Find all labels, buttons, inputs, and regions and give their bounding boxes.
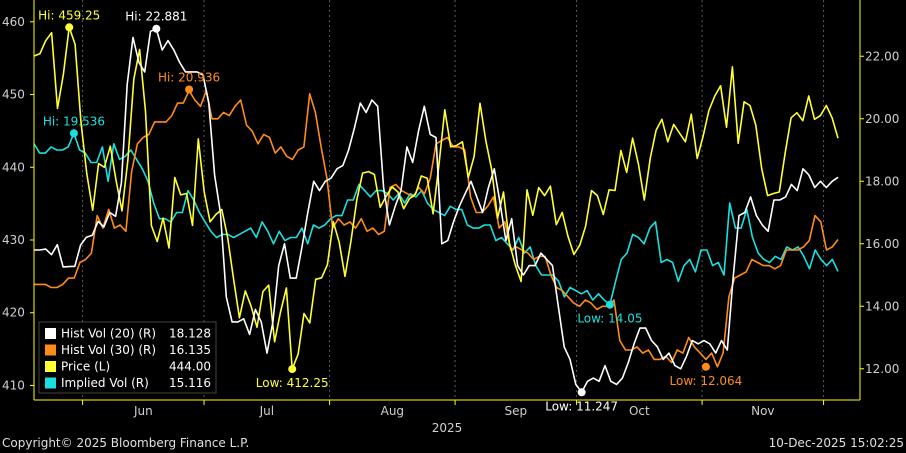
annotation-label: Low: 12.064	[670, 374, 743, 388]
annotation-label: Low: 14.05	[577, 312, 642, 326]
series-line-hv20	[34, 27, 839, 394]
x-tick-label: Sep	[505, 404, 528, 418]
copyright-text: Copyright© 2025 Bloomberg Finance L.P.	[2, 436, 250, 450]
x-tick-label: Oct	[629, 404, 650, 418]
annotation-marker	[605, 300, 614, 309]
series-lines	[33, 26, 839, 394]
legend-name-hv20: Hist Vol (20) (R)	[61, 327, 156, 341]
annotation-label: Hi: 459.25	[38, 8, 100, 22]
legend-name-price: Price (L)	[61, 360, 110, 374]
legend-value-price: 444.00	[169, 360, 211, 374]
series-line-iv	[33, 132, 839, 306]
annotation-marker	[701, 362, 710, 371]
right-tick-label: 12.00	[865, 362, 899, 376]
annotation-label: Low: 412.25	[256, 376, 329, 390]
timestamp-text: 10-Dec-2025 15:02:25	[768, 436, 904, 450]
right-tick-label: 18.00	[865, 174, 899, 188]
annotation-label: Hi: 22.881	[125, 10, 187, 24]
legend-value-hv20: 18.128	[169, 327, 211, 341]
left-tick-label: 440	[2, 160, 25, 174]
legend-swatch-hv20	[45, 328, 56, 339]
annotation-marker	[152, 24, 161, 33]
left-tick-label: 420	[2, 306, 25, 320]
left-tick-label: 450	[2, 88, 25, 102]
annotation-marker	[577, 388, 586, 397]
left-axis-ticks: 410 420 430 440 450 460	[2, 15, 34, 392]
annotation-label: Low: 11.247	[545, 399, 618, 413]
right-tick-label: 20.00	[865, 112, 899, 126]
legend-name-iv: Implied Vol (R)	[61, 376, 149, 390]
right-axis-ticks: 12.00 14.00 16.00 18.00 20.00 22.00	[860, 49, 899, 376]
x-tick-label: Jul	[259, 404, 274, 418]
annotation-label: Hi: 20.936	[158, 71, 220, 85]
annotation-marker	[185, 85, 194, 94]
legend-value-iv: 15.116	[169, 376, 211, 390]
left-tick-label: 430	[2, 233, 25, 247]
x-tick-label: Nov	[751, 404, 774, 418]
x-tick-label: Jun	[133, 404, 153, 418]
annotation-marker	[65, 23, 74, 32]
annotation-marker	[288, 365, 297, 374]
x-axis-ticks: Jun Jul Aug Sep Oct Nov	[82, 400, 825, 418]
right-tick-label: 14.00	[865, 299, 899, 313]
legend: Hist Vol (20) (R) 18.128 Hist Vol (30) (R)…	[38, 321, 217, 394]
annotation-marker	[69, 129, 78, 138]
left-tick-label: 410	[2, 378, 25, 392]
x-tick-label: Aug	[381, 404, 404, 418]
legend-swatch-hv30	[45, 344, 56, 356]
right-tick-label: 22.00	[865, 49, 899, 63]
left-tick-label: 460	[2, 15, 25, 29]
annotation-label: Hi: 19.536	[43, 114, 105, 128]
legend-name-hv30: Hist Vol (30) (R)	[61, 343, 156, 357]
legend-box	[38, 321, 217, 394]
legend-swatch-iv	[45, 377, 56, 389]
legend-swatch-price	[45, 361, 56, 372]
annotations: Hi: 459.25 Low: 412.25 Hi: 22.881 Low: 11.2…	[38, 8, 742, 413]
x-axis-year-label: 2025	[432, 421, 463, 435]
right-tick-label: 16.00	[865, 237, 899, 251]
series-line-price	[33, 26, 839, 370]
legend-value-hv30: 16.135	[169, 343, 211, 357]
